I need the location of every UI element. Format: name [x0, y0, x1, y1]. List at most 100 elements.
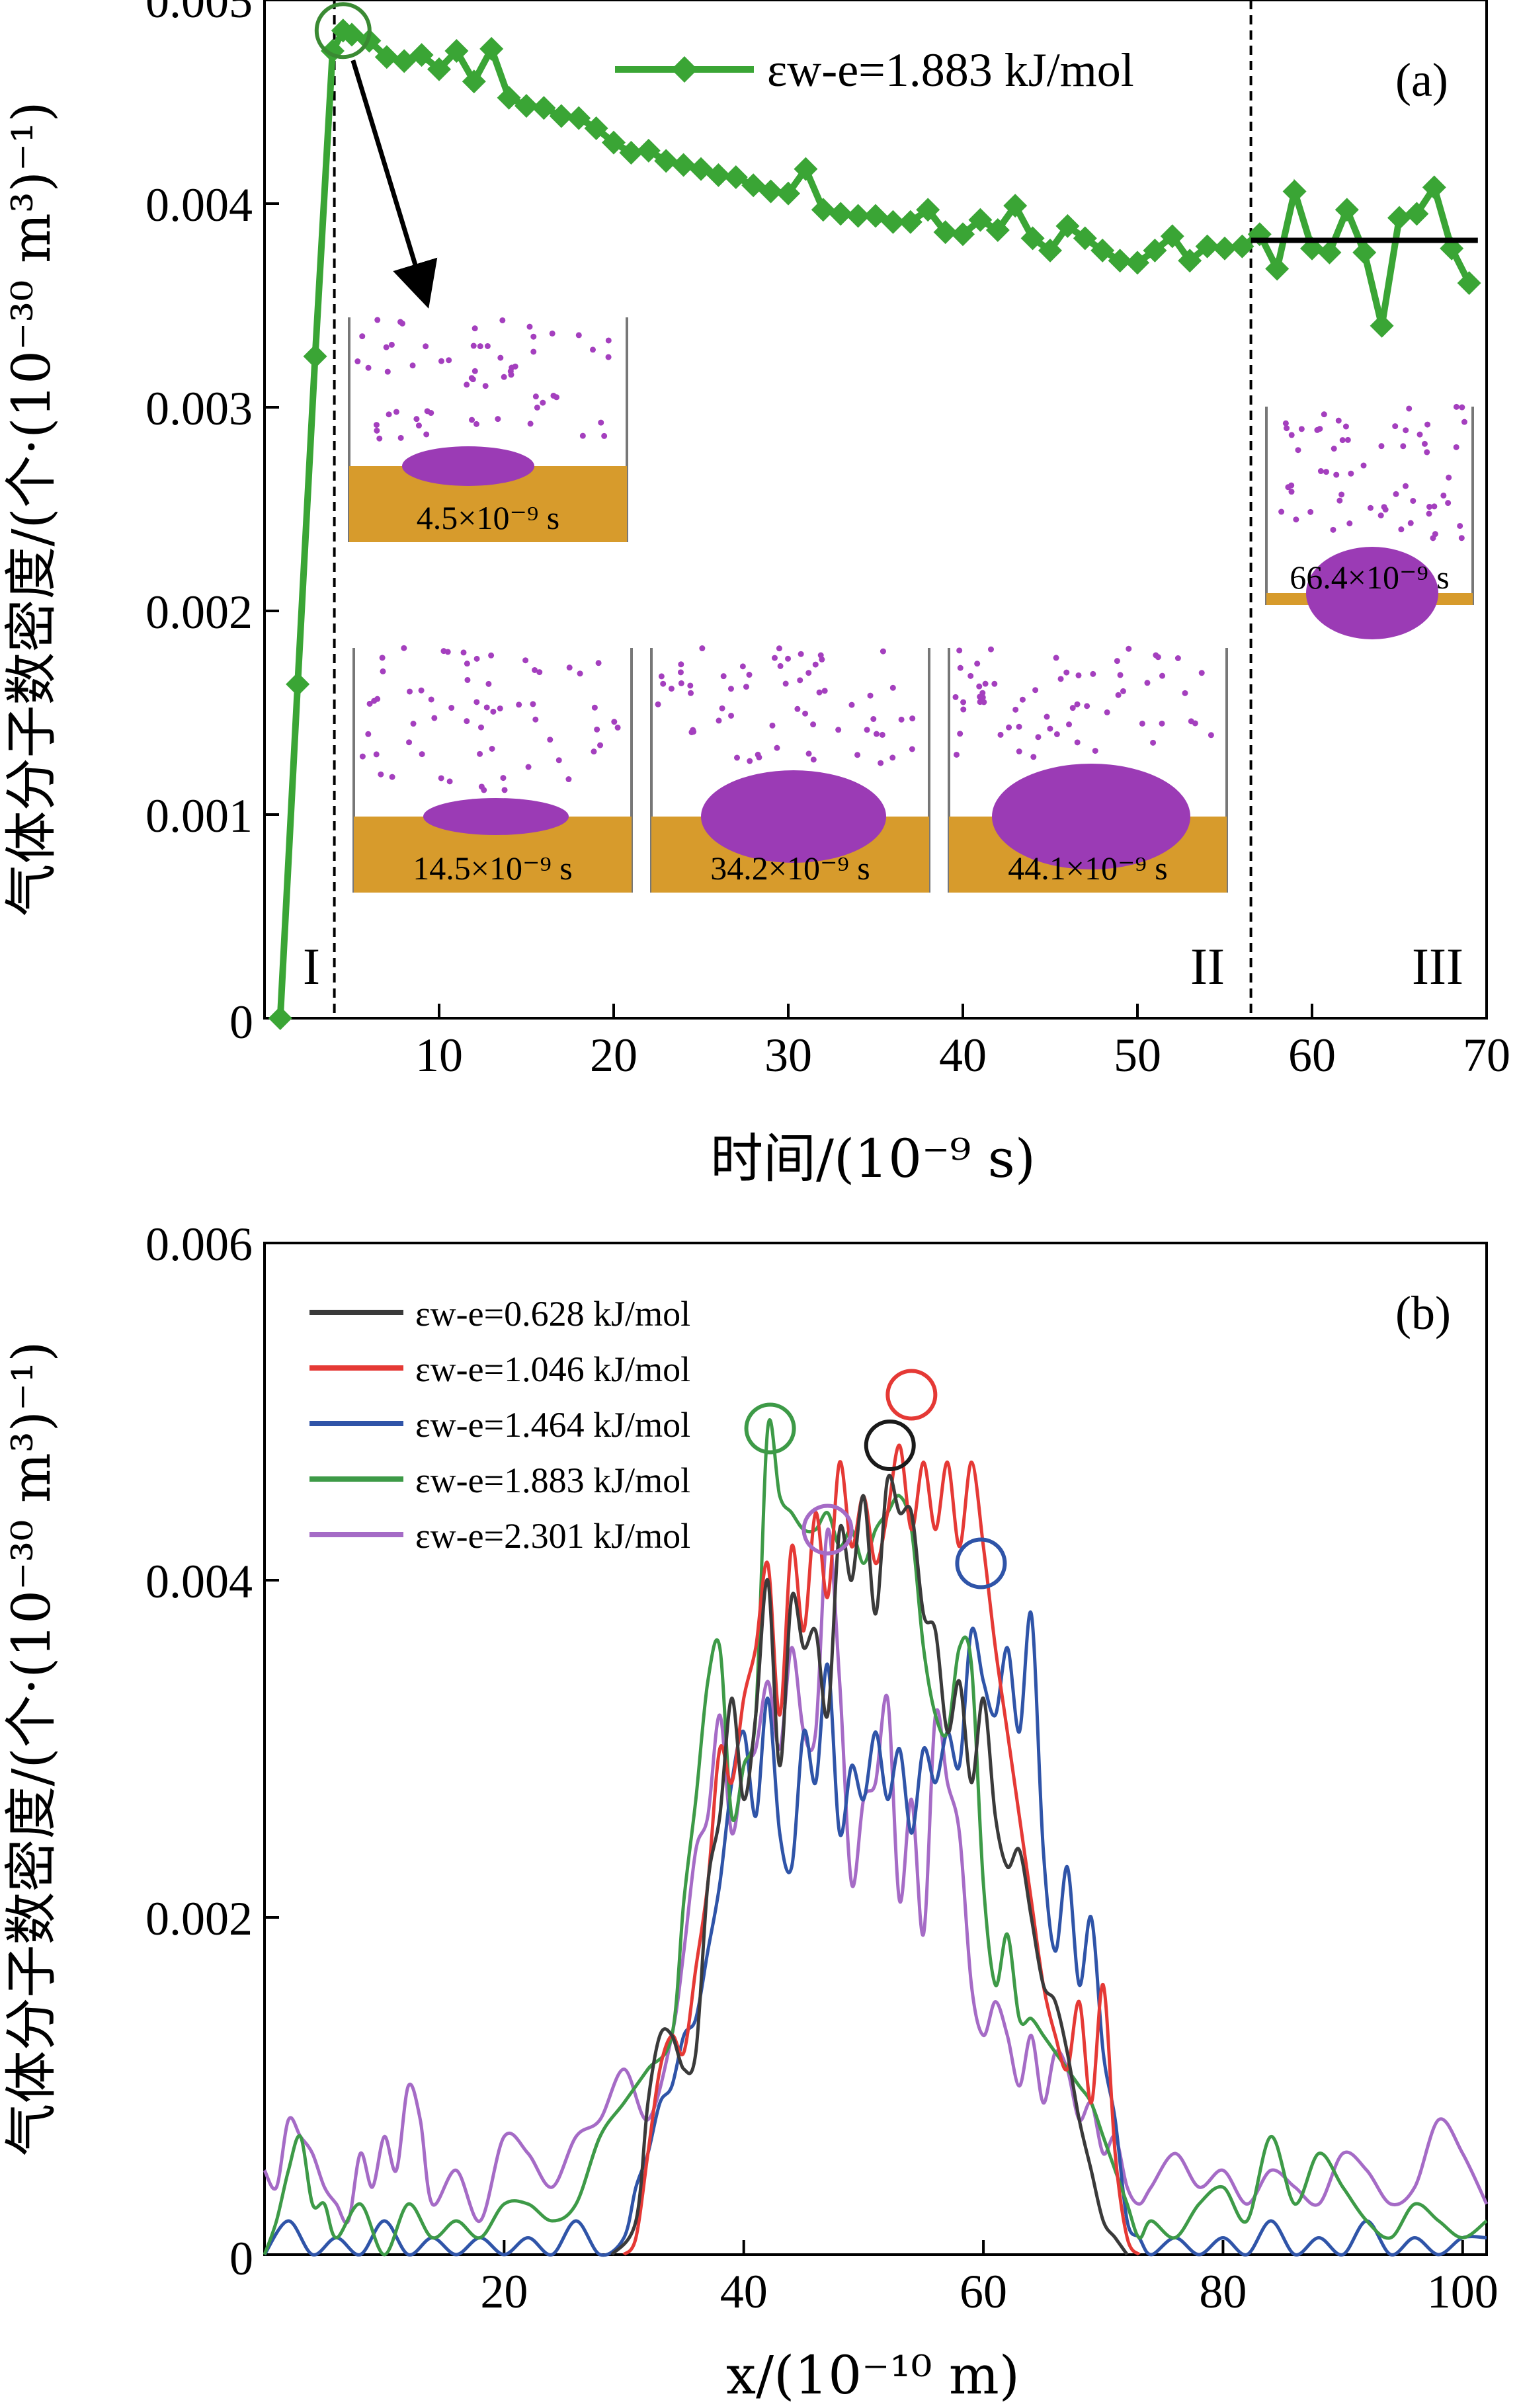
data-point: [723, 165, 748, 189]
snapshot-molecule: [1104, 709, 1110, 715]
legend-label-1883: εw-e=1.883 kJ/mol: [767, 44, 1134, 97]
snapshot-label: 14.5×10⁻⁹ s: [413, 850, 572, 887]
snapshot-molecule: [464, 718, 470, 725]
snapshot-molecule: [401, 645, 407, 651]
snapshot-molecule: [817, 652, 824, 659]
snapshot-molecule: [525, 764, 532, 770]
data-point: [1020, 226, 1045, 251]
snapshot-molecule: [1339, 437, 1346, 444]
data-point: [1038, 238, 1062, 262]
snapshot-molecule: [386, 411, 392, 418]
snapshot-molecule: [956, 647, 963, 654]
snapshot-molecule: [976, 683, 983, 690]
snapshot-molecule: [1198, 670, 1205, 676]
series-2301-legend-label: εw-e=2.301 kJ/mol: [415, 1516, 690, 1556]
snapshot-molecule: [530, 333, 537, 340]
snapshot-molecule: [1424, 449, 1430, 456]
panel-a-y-ticks: 0.001 0.002 0.003 0.004 0.005: [145, 0, 279, 842]
snapshot-molecule: [614, 724, 621, 731]
snapshot-molecule: [699, 645, 706, 652]
snapshot-molecule: [428, 696, 434, 703]
highlight-arrow: [350, 60, 438, 309]
snapshot-molecule: [687, 682, 694, 689]
snapshot-molecule: [477, 750, 483, 757]
data-point: [532, 96, 556, 120]
snapshot-molecule: [1032, 687, 1039, 694]
snapshot-molecule: [1398, 526, 1405, 533]
snapshot-molecule: [481, 787, 487, 793]
snapshot-molecule: [1016, 723, 1022, 730]
snapshot-label: 4.5×10⁻⁹ s: [417, 499, 559, 536]
snapshot-molecule: [1047, 725, 1053, 732]
snapshot-molecule: [1288, 489, 1295, 495]
data-point: [794, 157, 818, 181]
panel-a-legend: εw-e=1.883 kJ/mol: [615, 44, 1134, 97]
snapshot-molecule: [1392, 423, 1399, 430]
snapshot-molecule: [1084, 703, 1090, 709]
snapshot-molecule: [590, 346, 596, 353]
data-point: [409, 43, 434, 67]
data-point: [898, 210, 923, 234]
snapshot-molecule: [987, 646, 994, 653]
snapshot-molecule: [1069, 705, 1076, 711]
snapshot-molecule: [1126, 645, 1132, 652]
snapshot-molecule: [431, 715, 438, 721]
data-point: [320, 39, 345, 63]
region-label-1: I: [303, 938, 320, 995]
snapshot-molecule: [952, 694, 959, 700]
snapshot-molecule: [878, 760, 884, 766]
legend-marker-1883: [671, 56, 698, 83]
snapshot-molecule: [1295, 447, 1301, 454]
snapshot-molecule: [605, 337, 612, 344]
region-label-2: II: [1190, 938, 1225, 995]
data-point: [706, 163, 731, 187]
snapshot-molecule: [1424, 421, 1431, 428]
snapshot-molecule: [1440, 492, 1447, 499]
snapshot-molecule: [384, 368, 391, 375]
snapshot-molecule: [1400, 443, 1407, 450]
snapshot-molecule: [477, 343, 483, 350]
snapshot-molecule: [967, 672, 974, 679]
snapshot-molecule: [446, 357, 452, 364]
snapshot-molecule: [532, 393, 539, 400]
data-point: [846, 204, 870, 228]
snapshot-molecule: [354, 358, 361, 365]
panel-b-x-axis-title: x/(10⁻¹⁰ m): [726, 2345, 1020, 2406]
snapshot-molecule: [810, 721, 817, 728]
snapshot-molecule: [1092, 748, 1098, 754]
snapshot-molecule: [1006, 724, 1012, 731]
panel-a-x-ticks: 10 20 30 40 50 60 70 0: [229, 996, 1510, 1082]
snapshot-molecule: [418, 687, 425, 694]
region-label-3: III: [1412, 938, 1463, 995]
snapshot-molecule: [1336, 497, 1343, 504]
snapshot-molecule: [719, 705, 725, 711]
snapshot-molecule: [495, 416, 501, 422]
snapshot-molecule: [423, 431, 430, 438]
data-point: [1352, 240, 1377, 264]
data-point: [1213, 236, 1237, 261]
snapshot-molecule: [1453, 403, 1459, 410]
snapshot-molecule: [464, 381, 470, 388]
peak-circle: [885, 1369, 938, 1421]
data-point: [1370, 313, 1394, 338]
snapshot-molecule: [1117, 672, 1124, 678]
snapshot-molecule: [397, 434, 404, 441]
snapshot-molecule: [472, 325, 478, 332]
snapshot-molecule: [1323, 469, 1329, 475]
snapshot-molecule: [532, 666, 538, 673]
snapshot-molecule: [448, 705, 455, 711]
snapshot-molecule: [388, 341, 395, 348]
data-point: [829, 202, 853, 226]
snapshot-molecule: [690, 727, 696, 733]
snapshot-molecule: [810, 756, 817, 763]
snapshot-molecule: [383, 344, 390, 350]
a-x-tick-label: 50: [1114, 1029, 1161, 1082]
snapshot-3: 34.2×10⁻⁹ s: [650, 645, 930, 893]
a-x-tick-label: 70: [1463, 1029, 1510, 1082]
a-y-tick-label: 0.001: [145, 789, 253, 842]
data-point: [951, 222, 975, 247]
snapshot-molecule: [960, 706, 967, 713]
snapshot-molecule: [1342, 423, 1349, 430]
snapshot-molecule: [658, 673, 665, 680]
snapshot-molecule: [374, 317, 381, 323]
